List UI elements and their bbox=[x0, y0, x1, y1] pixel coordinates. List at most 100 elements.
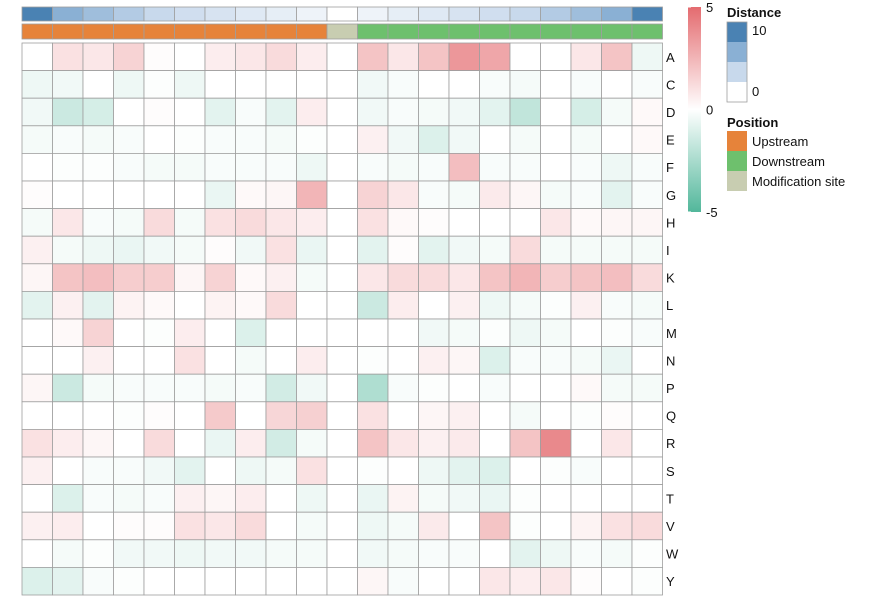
heatmap-cell bbox=[570, 567, 602, 596]
heatmap-cell bbox=[509, 401, 541, 430]
position-cell bbox=[387, 23, 419, 40]
heatmap-cell bbox=[448, 567, 480, 596]
heatmap-cell bbox=[631, 511, 663, 541]
distance-cell bbox=[113, 6, 145, 22]
heatmap-cell bbox=[235, 567, 267, 596]
heatmap-cell bbox=[174, 152, 206, 182]
heatmap-cell bbox=[418, 42, 450, 72]
heatmap-cell bbox=[326, 152, 358, 182]
heatmap-cell bbox=[235, 235, 267, 265]
heatmap-cell bbox=[448, 235, 480, 265]
row-label: C bbox=[666, 77, 675, 92]
heatmap-cell bbox=[631, 208, 663, 237]
heatmap-cell bbox=[82, 208, 114, 237]
heatmap-cell bbox=[82, 42, 114, 72]
heatmap-cell bbox=[540, 539, 572, 568]
heatmap-cell bbox=[21, 346, 53, 375]
heatmap-cell bbox=[509, 428, 541, 458]
heatmap-cell bbox=[357, 401, 389, 430]
heatmap-cell bbox=[326, 373, 358, 403]
heatmap-cell bbox=[21, 428, 53, 458]
heatmap-cell bbox=[326, 567, 358, 596]
heatmap-cell bbox=[631, 456, 663, 486]
distance-legend-swatch bbox=[727, 62, 747, 82]
heatmap-cell bbox=[174, 70, 206, 99]
heatmap-cell bbox=[509, 539, 541, 568]
heatmap-cell bbox=[357, 290, 389, 320]
heatmap-cell bbox=[174, 318, 206, 348]
heatmap-cell bbox=[82, 401, 114, 430]
heatmap-cell bbox=[631, 180, 663, 210]
heatmap-cell bbox=[82, 152, 114, 182]
heatmap-cell bbox=[326, 346, 358, 375]
distance-legend-frame bbox=[726, 21, 748, 103]
distance-cell bbox=[52, 6, 84, 22]
heatmap-cell bbox=[479, 373, 511, 403]
position-cell bbox=[204, 23, 236, 40]
heatmap-cell bbox=[418, 456, 450, 486]
heatmap-cell bbox=[82, 290, 114, 320]
heatmap-cell bbox=[113, 456, 145, 486]
heatmap-cell bbox=[601, 401, 633, 430]
distance-cell bbox=[296, 6, 328, 22]
heatmap-cell bbox=[21, 97, 53, 127]
position-legend-swatch bbox=[727, 131, 747, 151]
row-label: E bbox=[666, 133, 675, 148]
heatmap-cell bbox=[235, 152, 267, 182]
heatmap-cell bbox=[387, 235, 419, 265]
heatmap-cell bbox=[296, 511, 328, 541]
heatmap-cell bbox=[418, 97, 450, 127]
color-scale-legend: 5 0 -5 bbox=[688, 0, 718, 220]
heatmap-cell bbox=[143, 263, 175, 292]
heatmap-cell bbox=[296, 208, 328, 237]
heatmap-cell bbox=[418, 125, 450, 154]
row-label: L bbox=[666, 298, 673, 313]
heatmap-cell bbox=[235, 180, 267, 210]
color-scale-bar bbox=[688, 7, 701, 212]
heatmap-cell bbox=[509, 373, 541, 403]
heatmap-cell bbox=[570, 401, 602, 430]
heatmap-cell bbox=[570, 180, 602, 210]
heatmap-cell bbox=[631, 346, 663, 375]
heatmap-cell bbox=[601, 346, 633, 375]
heatmap-cell bbox=[296, 290, 328, 320]
position-cell bbox=[631, 23, 663, 40]
heatmap-cell bbox=[113, 484, 145, 513]
heatmap-cell bbox=[235, 456, 267, 486]
heatmap-cell bbox=[326, 456, 358, 486]
heatmap-cell bbox=[509, 484, 541, 513]
heatmap-cell bbox=[296, 180, 328, 210]
heatmap-cell bbox=[174, 373, 206, 403]
heatmap-cell bbox=[52, 42, 84, 72]
row-label: K bbox=[666, 271, 675, 286]
heatmap-cell bbox=[21, 539, 53, 568]
heatmap-cell bbox=[143, 401, 175, 430]
heatmap-cell bbox=[326, 428, 358, 458]
heatmap-cell bbox=[479, 567, 511, 596]
heatmap-cell bbox=[204, 290, 236, 320]
heatmap-cell bbox=[174, 97, 206, 127]
heatmap-cell bbox=[82, 97, 114, 127]
heatmap-cell bbox=[357, 511, 389, 541]
heatmap-cell bbox=[21, 373, 53, 403]
row-label: I bbox=[666, 243, 670, 258]
heatmap-cell bbox=[326, 42, 358, 72]
position-cell bbox=[357, 23, 389, 40]
heatmap-cell bbox=[265, 208, 297, 237]
heatmap-cell bbox=[174, 484, 206, 513]
heatmap-cell bbox=[509, 152, 541, 182]
heatmap-cell bbox=[479, 125, 511, 154]
heatmap-cell bbox=[357, 539, 389, 568]
position-cell bbox=[448, 23, 480, 40]
heatmap-cell bbox=[21, 567, 53, 596]
heatmap-cell bbox=[143, 318, 175, 348]
heatmap-cell bbox=[143, 290, 175, 320]
heatmap-cell bbox=[82, 456, 114, 486]
heatmap-cell bbox=[387, 346, 419, 375]
heatmap-cell bbox=[479, 263, 511, 292]
heatmap-cell bbox=[448, 456, 480, 486]
heatmap-cell bbox=[570, 373, 602, 403]
distance-cell bbox=[143, 6, 175, 22]
heatmap-cell bbox=[448, 290, 480, 320]
heatmap-cell bbox=[570, 539, 602, 568]
